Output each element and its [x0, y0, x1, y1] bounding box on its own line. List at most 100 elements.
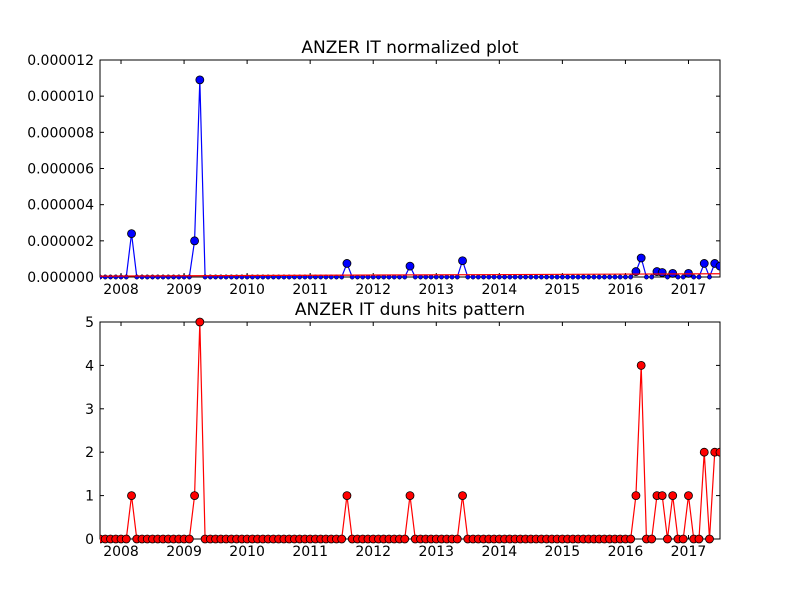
y-tick-label: 0.000012 [27, 53, 94, 69]
series-line [100, 273, 720, 277]
y-tick-label: 1 [85, 489, 94, 505]
data-point [631, 491, 641, 501]
y-tick-label: 4 [85, 358, 94, 374]
data-point [507, 274, 513, 280]
x-tick-label: 2014 [482, 544, 518, 560]
x-tick-label: 2016 [608, 544, 644, 560]
data-point [538, 274, 544, 280]
data-point [544, 274, 550, 280]
x-tick-label: 2014 [482, 282, 518, 298]
data-point [586, 274, 592, 280]
data-point [570, 274, 576, 280]
x-tick-label: 2017 [671, 282, 707, 298]
x-tick-label: 2017 [671, 544, 707, 560]
data-point [502, 274, 508, 280]
normalized-plot-panel: ANZER IT normalized plot 2008 2009 2010 2011… [27, 38, 721, 298]
chart-title: ANZER IT duns hits pattern [295, 300, 525, 320]
data-point [195, 317, 205, 327]
data-point [439, 274, 444, 280]
plot-area [100, 75, 720, 280]
data-point [617, 274, 623, 280]
plot-area [100, 317, 720, 544]
data-point [696, 274, 702, 280]
data-point [121, 534, 131, 544]
data-point [591, 274, 597, 280]
x-tick-label: 2011 [292, 282, 328, 298]
data-point [486, 274, 492, 280]
data-point [628, 274, 634, 280]
series-line [100, 79, 720, 279]
data-point [691, 274, 697, 280]
series-line [100, 321, 720, 540]
data-point [665, 274, 670, 280]
y-tick-label: 0.000006 [27, 162, 94, 178]
y-tick-label: 5 [85, 315, 94, 331]
data-point [601, 274, 607, 280]
data-point [523, 274, 529, 280]
data-point [458, 491, 467, 501]
data-point [452, 534, 462, 544]
data-point [195, 75, 205, 85]
data-point [707, 274, 712, 280]
data-point [626, 534, 636, 544]
data-point [400, 534, 410, 544]
data-point [668, 491, 678, 501]
data-point [449, 274, 455, 280]
data-point [596, 274, 602, 280]
data-point [342, 259, 352, 268]
data-point [699, 259, 709, 268]
data-point [517, 274, 523, 280]
data-point [405, 261, 415, 271]
axes-frame [99, 321, 721, 540]
data-point [428, 274, 434, 280]
data-point [433, 274, 439, 280]
data-point [127, 229, 136, 239]
data-point [481, 274, 487, 280]
data-point [491, 274, 497, 280]
data-point [458, 256, 467, 266]
data-point [657, 268, 667, 277]
x-tick-label: 2015 [545, 544, 581, 560]
data-point [612, 274, 618, 280]
data-point [580, 274, 586, 280]
data-point [680, 274, 686, 280]
data-point [528, 274, 534, 280]
data-point [470, 274, 476, 280]
data-point [102, 274, 108, 280]
data-point [715, 447, 720, 457]
data-point [342, 491, 352, 501]
data-point [705, 534, 714, 544]
data-point [444, 274, 450, 280]
y-tick-label: 0.000008 [27, 125, 94, 141]
data-point [663, 534, 672, 544]
data-point [694, 534, 704, 544]
data-point [559, 274, 565, 280]
data-point [636, 360, 646, 370]
x-tick-label: 2010 [229, 544, 265, 560]
data-point [533, 274, 539, 280]
data-point [512, 274, 518, 280]
data-point [607, 274, 613, 280]
data-point [454, 274, 460, 280]
x-tick-label: 2011 [292, 544, 328, 560]
x-tick-label: 2008 [103, 282, 139, 298]
data-point [496, 274, 502, 280]
data-point [649, 274, 655, 280]
data-point [699, 447, 709, 457]
y-tick-label: 3 [85, 402, 94, 418]
data-point [465, 274, 471, 280]
data-point [190, 236, 199, 246]
x-tick-label: 2012 [355, 544, 391, 560]
data-point [184, 534, 194, 544]
x-tick-label: 2010 [229, 282, 265, 298]
x-tick-label: 2008 [103, 544, 139, 560]
chart-title: ANZER IT normalized plot [301, 38, 519, 58]
data-point [575, 274, 581, 280]
x-tick-label: 2013 [418, 282, 454, 298]
data-point [643, 274, 649, 280]
data-point [190, 491, 199, 501]
x-tick-label: 2016 [608, 282, 644, 298]
y-tick-label: 0.000002 [27, 234, 94, 250]
data-point [337, 534, 347, 544]
